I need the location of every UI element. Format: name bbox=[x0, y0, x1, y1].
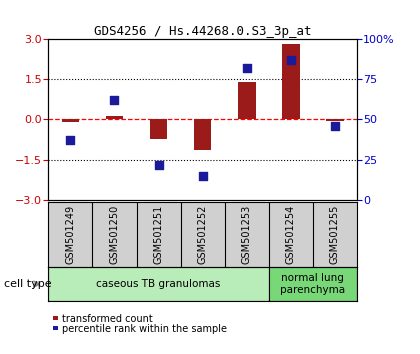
Text: GSM501252: GSM501252 bbox=[198, 205, 207, 264]
Point bbox=[332, 123, 339, 129]
Bar bbox=[282, 44, 299, 120]
Text: GSM501250: GSM501250 bbox=[110, 205, 119, 264]
Text: GSM501253: GSM501253 bbox=[242, 205, 252, 264]
Title: GDS4256 / Hs.44268.0.S3_3p_at: GDS4256 / Hs.44268.0.S3_3p_at bbox=[94, 25, 311, 38]
Point bbox=[67, 138, 74, 143]
Bar bbox=[194, 120, 211, 150]
Point bbox=[111, 97, 118, 103]
Text: GSM501251: GSM501251 bbox=[154, 205, 163, 264]
Text: GSM501255: GSM501255 bbox=[330, 205, 340, 264]
Bar bbox=[106, 116, 123, 120]
Text: caseous TB granulomas: caseous TB granulomas bbox=[96, 279, 221, 289]
Point bbox=[155, 162, 162, 167]
Text: transformed count: transformed count bbox=[62, 314, 152, 324]
Text: GSM501254: GSM501254 bbox=[286, 205, 296, 264]
Text: GSM501249: GSM501249 bbox=[66, 205, 75, 264]
Point bbox=[287, 57, 294, 63]
Text: normal lung
parenchyma: normal lung parenchyma bbox=[280, 273, 346, 295]
Bar bbox=[269, 267, 357, 301]
Text: percentile rank within the sample: percentile rank within the sample bbox=[62, 324, 227, 333]
Bar bbox=[48, 267, 269, 301]
Bar bbox=[326, 120, 344, 121]
Point bbox=[244, 65, 250, 71]
Bar bbox=[150, 120, 168, 139]
Bar bbox=[238, 82, 256, 120]
Text: cell type: cell type bbox=[4, 279, 52, 289]
Point bbox=[199, 173, 206, 179]
Bar bbox=[62, 120, 79, 122]
